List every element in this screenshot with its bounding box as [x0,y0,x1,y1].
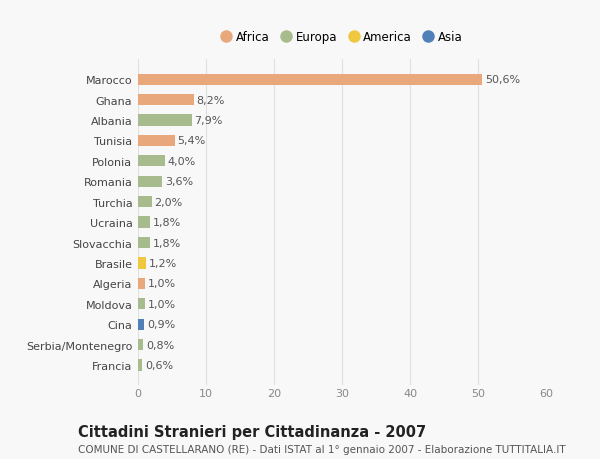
Text: 0,9%: 0,9% [147,319,175,330]
Text: 2,0%: 2,0% [154,197,182,207]
Text: 4,0%: 4,0% [168,157,196,167]
Bar [138,237,150,249]
Bar [138,339,143,350]
Bar [138,74,482,86]
Bar [138,115,192,126]
Text: 0,8%: 0,8% [146,340,175,350]
Bar [138,319,144,330]
Bar [138,217,150,228]
Bar [138,298,145,310]
Text: 1,0%: 1,0% [148,299,176,309]
Text: Cittadini Stranieri per Cittadinanza - 2007: Cittadini Stranieri per Cittadinanza - 2… [78,425,426,440]
Bar [138,196,152,208]
Legend: Africa, Europa, America, Asia: Africa, Europa, America, Asia [217,27,467,49]
Bar [138,135,175,147]
Text: 8,2%: 8,2% [196,95,225,106]
Text: 7,9%: 7,9% [194,116,223,126]
Text: 1,2%: 1,2% [149,258,177,269]
Text: 3,6%: 3,6% [165,177,193,187]
Text: 50,6%: 50,6% [485,75,520,85]
Bar [138,95,194,106]
Bar [138,359,142,371]
Text: 1,0%: 1,0% [148,279,176,289]
Text: 1,8%: 1,8% [153,238,181,248]
Text: 1,8%: 1,8% [153,218,181,228]
Text: 0,6%: 0,6% [145,360,173,370]
Text: COMUNE DI CASTELLARANO (RE) - Dati ISTAT al 1° gennaio 2007 - Elaborazione TUTTI: COMUNE DI CASTELLARANO (RE) - Dati ISTAT… [78,444,566,454]
Text: 5,4%: 5,4% [178,136,206,146]
Bar [138,278,145,289]
Bar [138,156,165,167]
Bar [138,258,146,269]
Bar [138,176,163,187]
